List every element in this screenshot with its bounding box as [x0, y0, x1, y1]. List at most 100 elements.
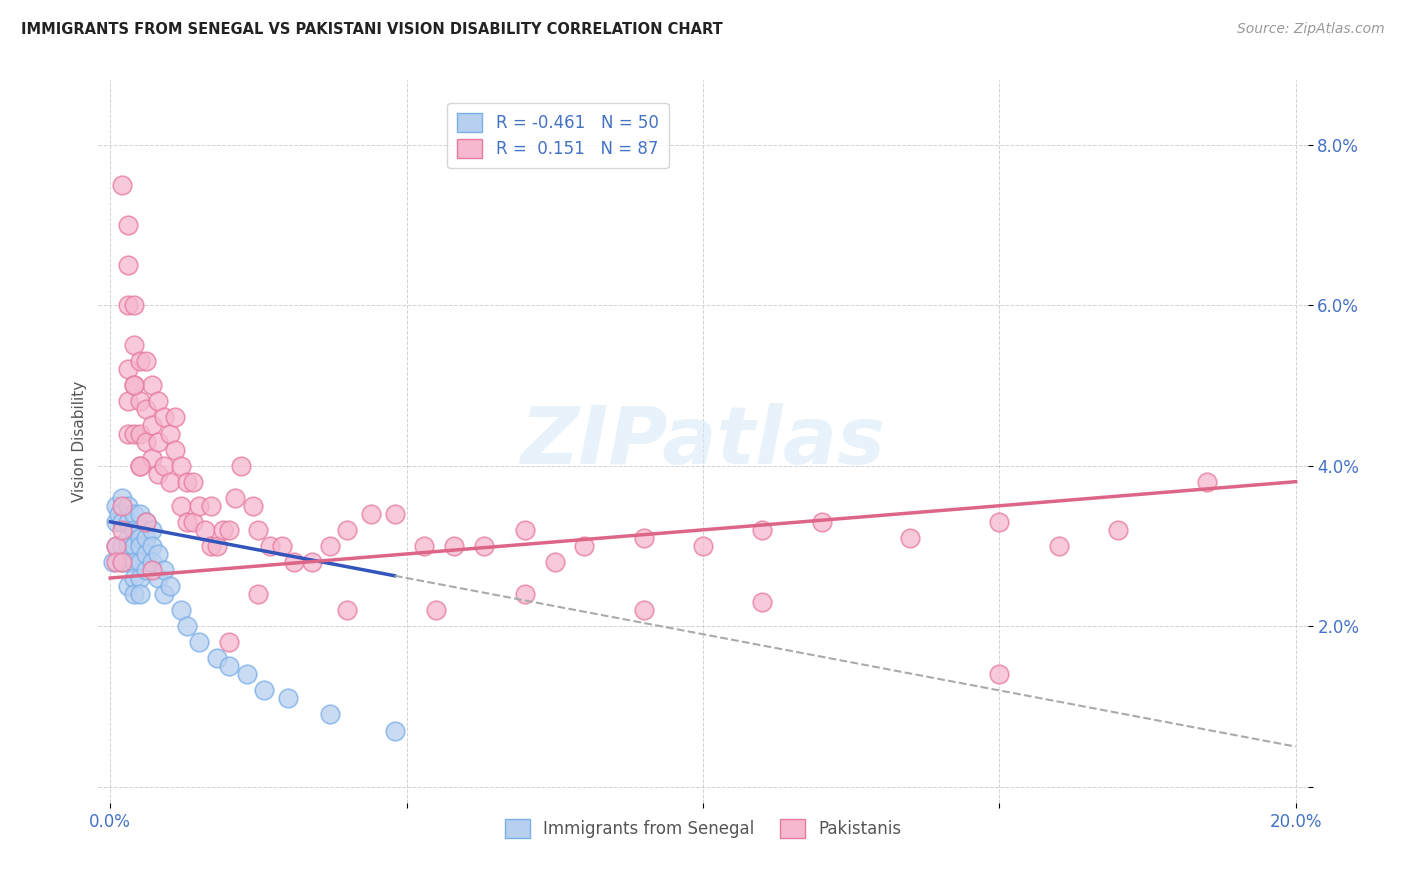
Point [141, 418, 163, 433]
Point [413, 539, 436, 553]
Point [122, 426, 145, 441]
Point [271, 539, 294, 553]
Point [515, 587, 537, 601]
Point [117, 218, 139, 232]
Point [146, 571, 169, 585]
Point [141, 523, 163, 537]
Point [200, 539, 222, 553]
Point [1047, 539, 1070, 553]
Point [165, 410, 187, 425]
Point [188, 635, 211, 649]
Point [218, 659, 240, 673]
Point [141, 555, 163, 569]
Point [205, 651, 228, 665]
Point [188, 499, 211, 513]
Point [152, 587, 174, 601]
Point [146, 547, 169, 561]
Point [515, 523, 537, 537]
Point [122, 523, 145, 537]
Point [247, 523, 270, 537]
Point [170, 603, 193, 617]
Point [235, 667, 257, 681]
Point [360, 507, 382, 521]
Point [900, 531, 922, 545]
Point [159, 426, 181, 441]
Point [165, 442, 187, 457]
Point [111, 539, 134, 553]
Point [318, 707, 340, 722]
Point [176, 475, 198, 489]
Point [277, 691, 299, 706]
Point [336, 603, 359, 617]
Point [122, 571, 145, 585]
Legend: Immigrants from Senegal, Pakistanis: Immigrants from Senegal, Pakistanis [498, 813, 908, 845]
Point [135, 515, 157, 529]
Point [1107, 523, 1129, 537]
Point [129, 354, 152, 368]
Point [117, 515, 139, 529]
Point [159, 475, 181, 489]
Point [181, 475, 204, 489]
Point [135, 434, 157, 449]
Point [152, 410, 174, 425]
Point [194, 523, 217, 537]
Point [122, 507, 145, 521]
Point [181, 515, 204, 529]
Point [105, 555, 128, 569]
Point [988, 667, 1011, 681]
Point [176, 515, 198, 529]
Point [544, 555, 567, 569]
Point [200, 499, 222, 513]
Point [108, 507, 131, 521]
Point [117, 539, 139, 553]
Point [218, 635, 240, 649]
Point [129, 394, 152, 409]
Point [176, 619, 198, 633]
Point [283, 555, 305, 569]
Point [218, 523, 240, 537]
Point [129, 426, 152, 441]
Point [988, 515, 1011, 529]
Point [111, 515, 134, 529]
Point [135, 402, 157, 417]
Point [318, 539, 340, 553]
Point [751, 523, 773, 537]
Point [229, 458, 252, 473]
Point [135, 531, 157, 545]
Point [117, 258, 139, 272]
Point [146, 394, 169, 409]
Point [253, 683, 276, 698]
Point [117, 499, 139, 513]
Point [117, 362, 139, 376]
Point [633, 603, 655, 617]
Point [122, 338, 145, 352]
Point [135, 515, 157, 529]
Point [117, 394, 139, 409]
Point [122, 587, 145, 601]
Point [129, 539, 152, 553]
Point [105, 539, 128, 553]
Point [425, 603, 447, 617]
Point [384, 723, 406, 738]
Point [122, 378, 145, 392]
Point [1195, 475, 1218, 489]
Y-axis label: Vision Disability: Vision Disability [72, 381, 87, 502]
Point [129, 523, 152, 537]
Point [105, 515, 128, 529]
Point [159, 579, 181, 593]
Point [205, 539, 228, 553]
Point [384, 507, 406, 521]
Point [129, 555, 152, 569]
Point [259, 539, 281, 553]
Point [105, 539, 128, 553]
Point [117, 579, 139, 593]
Point [129, 531, 152, 545]
Point [633, 531, 655, 545]
Point [152, 458, 174, 473]
Point [152, 563, 174, 577]
Point [692, 539, 714, 553]
Point [443, 539, 465, 553]
Point [111, 555, 134, 569]
Point [135, 563, 157, 577]
Point [135, 547, 157, 561]
